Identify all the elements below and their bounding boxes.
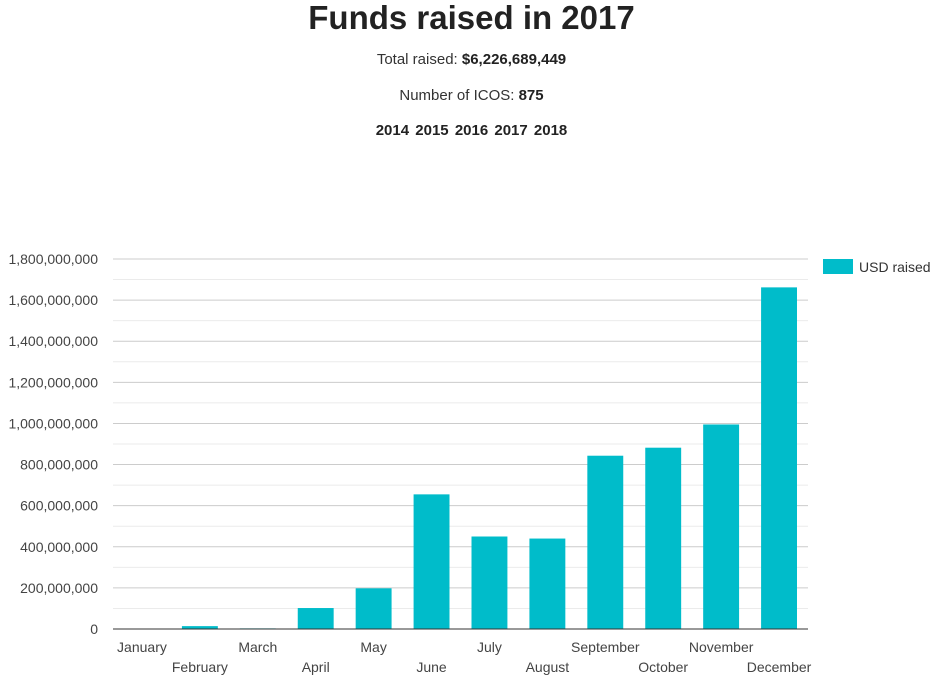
bar-december[interactable] [761, 287, 797, 629]
y-tick-label: 400,000,000 [20, 539, 98, 555]
bar-february[interactable] [181, 626, 218, 629]
total-raised-stat: Total raised: $6,226,689,449 [0, 51, 943, 68]
bar-october[interactable] [645, 447, 682, 629]
bar-may[interactable] [355, 588, 392, 629]
bar-june[interactable] [413, 494, 450, 629]
year-link-2015[interactable]: 2015 [415, 122, 449, 139]
ico-count-stat: Number of ICOS: 875 [0, 87, 943, 104]
chart-title: Funds raised in 2017 [308, 0, 635, 36]
y-tick-label: 800,000,000 [20, 457, 98, 473]
ico-count-value: 875 [518, 87, 544, 104]
bar-august[interactable] [529, 538, 566, 629]
bar-april[interactable] [297, 608, 334, 629]
x-tick-label: June [416, 659, 447, 675]
x-tick-label: February [172, 659, 228, 675]
y-tick-label: 1,200,000,000 [8, 374, 98, 390]
x-tick-label: May [360, 639, 386, 655]
year-link-2017[interactable]: 2017 [494, 122, 528, 139]
x-tick-label: November [689, 639, 754, 655]
year-link-2016[interactable]: 2016 [454, 122, 489, 139]
x-tick-label: December [747, 659, 812, 675]
y-tick-label: 0 [90, 621, 98, 637]
x-tick-label: August [526, 659, 570, 675]
y-tick-label: 1,400,000,000 [8, 333, 98, 349]
x-tick-label: October [638, 659, 688, 675]
ico-count-label: Number of ICOS: [399, 87, 519, 104]
y-tick-label: 1,000,000,000 [8, 415, 98, 431]
x-tick-label: March [238, 639, 277, 655]
bar-july[interactable] [471, 536, 508, 630]
y-tick-label: 1,600,000,000 [8, 292, 98, 308]
x-tick-label: July [477, 639, 502, 655]
bar-september[interactable] [587, 455, 624, 629]
legend-swatch [823, 259, 853, 274]
y-tick-label: 600,000,000 [20, 498, 98, 514]
year-link-2018[interactable]: 2018 [533, 122, 568, 139]
x-tick-label: April [302, 659, 330, 675]
year-selector: 2014 2015 2016 2017 2018 [0, 122, 943, 139]
total-raised-label: Total raised: [376, 51, 462, 68]
x-tick-label: January [117, 639, 167, 655]
bar-november[interactable] [703, 424, 740, 629]
y-tick-label: 1,800,000,000 [8, 251, 98, 267]
legend-label: USD raised [859, 259, 931, 275]
year-link-2014[interactable]: 2014 [375, 122, 410, 139]
x-tick-label: September [571, 639, 640, 655]
total-raised-value: $6,226,689,449 [461, 51, 567, 68]
y-tick-label: 200,000,000 [20, 580, 98, 596]
